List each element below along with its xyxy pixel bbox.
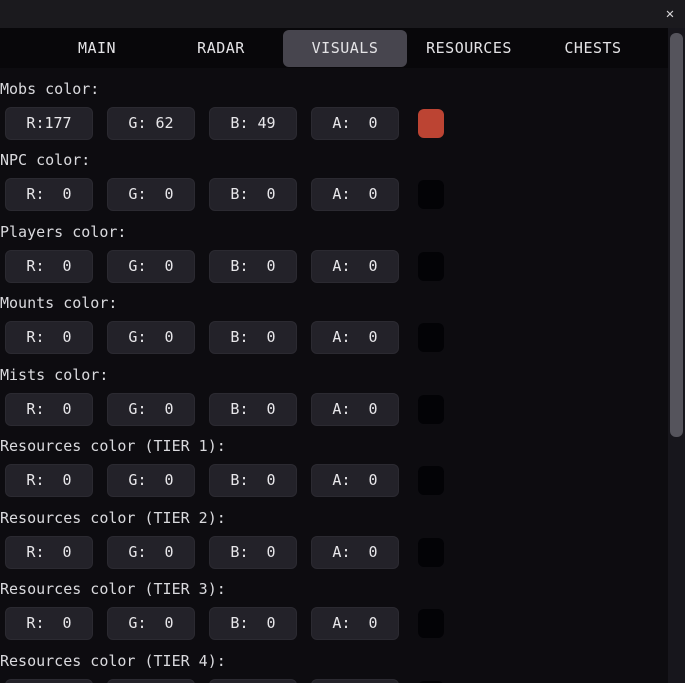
resources-tier3-field-a[interactable]: A: 0 xyxy=(311,607,399,640)
resources-tier1-field-r[interactable]: R: 0 xyxy=(5,464,93,497)
color-section-label: Resources color (TIER 2): xyxy=(0,508,226,527)
scrollbar-track[interactable] xyxy=(668,28,685,683)
mobs-color-swatch[interactable] xyxy=(418,108,444,138)
color-section-label: NPC color: xyxy=(0,151,91,169)
tab-visuals[interactable]: VISUALS xyxy=(283,30,407,67)
mobs-field-r[interactable]: R:177 xyxy=(5,106,93,140)
color-section-players: Players color: R: 0 G: 0 B: 0 A: 0 xyxy=(0,222,685,283)
close-icon[interactable]: ✕ xyxy=(665,6,675,22)
color-section-resources-tier2: Resources color (TIER 2): R: 0 G: 0 B: 0… xyxy=(0,508,685,569)
color-section-label: Mists color: xyxy=(0,365,109,384)
resources-tier2-field-a[interactable]: A: 0 xyxy=(311,535,399,569)
tab-bar: MAIN RADAR VISUALS RESOURCES CHESTS xyxy=(0,28,685,68)
resources-tier3-field-g[interactable]: G: 0 xyxy=(107,607,195,640)
resources-tier3-field-b[interactable]: B: 0 xyxy=(209,607,297,640)
npc-field-g[interactable]: G: 0 xyxy=(107,178,195,211)
rgba-field-row: R: 0 G: 0 B: 0 A: 0 xyxy=(0,464,685,497)
mists-field-g[interactable]: G: 0 xyxy=(107,392,195,426)
scrollbar-thumb[interactable] xyxy=(670,33,683,437)
npc-color-swatch[interactable] xyxy=(418,180,444,209)
color-section-label: Mobs color: xyxy=(0,79,100,98)
rgba-field-row: R: 0 G: 0 B: 0 A: 0 xyxy=(0,607,685,640)
resources-tier1-field-b[interactable]: B: 0 xyxy=(209,464,297,497)
tab-resources[interactable]: RESOURCES xyxy=(426,39,512,57)
mounts-field-g[interactable]: G: 0 xyxy=(107,321,195,354)
color-section-mists: Mists color: R: 0 G: 0 B: 0 A: 0 xyxy=(0,365,685,426)
color-section-label: Resources color (TIER 4): xyxy=(0,651,226,670)
mists-color-swatch[interactable] xyxy=(418,394,444,424)
resources-tier4-color-swatch[interactable] xyxy=(418,680,444,683)
players-color-swatch[interactable] xyxy=(418,251,444,281)
players-field-a[interactable]: A: 0 xyxy=(311,249,399,283)
color-section-label: Mounts color: xyxy=(0,294,118,312)
mounts-color-swatch[interactable] xyxy=(418,323,444,352)
rgba-field-row: R: 0 G: 0 B: 0 A: 0 xyxy=(0,178,685,211)
resources-tier1-color-swatch[interactable] xyxy=(418,466,444,495)
color-section-label: Resources color (TIER 3): xyxy=(0,580,226,598)
visuals-tab-content: Mobs color: R:177 G: 62 B: 49 A: 0 NPC c… xyxy=(0,79,685,683)
players-field-g[interactable]: G: 0 xyxy=(107,249,195,283)
resources-tier4-field-r[interactable]: R: 0 xyxy=(5,678,93,683)
rgba-field-row: R: 0 G: 0 B: 0 A: 0 xyxy=(0,535,685,569)
npc-field-r[interactable]: R: 0 xyxy=(5,178,93,211)
npc-field-a[interactable]: A: 0 xyxy=(311,178,399,211)
resources-tier2-field-g[interactable]: G: 0 xyxy=(107,535,195,569)
players-field-r[interactable]: R: 0 xyxy=(5,249,93,283)
resources-tier2-field-b[interactable]: B: 0 xyxy=(209,535,297,569)
rgba-field-row: R: 0 G: 0 B: 0 A: 0 xyxy=(0,392,685,426)
npc-field-b[interactable]: B: 0 xyxy=(209,178,297,211)
color-section-npc: NPC color: R: 0 G: 0 B: 0 A: 0 xyxy=(0,153,685,211)
resources-tier4-field-g[interactable]: G: 0 xyxy=(107,678,195,683)
color-section-mobs: Mobs color: R:177 G: 62 B: 49 A: 0 xyxy=(0,79,685,140)
color-section-mounts: Mounts color: R: 0 G: 0 B: 0 A: 0 xyxy=(0,296,685,354)
resources-tier1-field-a[interactable]: A: 0 xyxy=(311,464,399,497)
color-section-resources-tier1: Resources color (TIER 1): R: 0 G: 0 B: 0… xyxy=(0,439,685,497)
rgba-field-row: R:177 G: 62 B: 49 A: 0 xyxy=(0,106,685,140)
resources-tier2-color-swatch[interactable] xyxy=(418,537,444,567)
resources-tier3-field-r[interactable]: R: 0 xyxy=(5,607,93,640)
mobs-field-a[interactable]: A: 0 xyxy=(311,106,399,140)
resources-tier4-field-a[interactable]: A: 0 xyxy=(311,678,399,683)
mounts-field-r[interactable]: R: 0 xyxy=(5,321,93,354)
resources-tier1-field-g[interactable]: G: 0 xyxy=(107,464,195,497)
rgba-field-row: R: 0 G: 0 B: 0 A: 0 xyxy=(0,678,685,683)
mounts-field-b[interactable]: B: 0 xyxy=(209,321,297,354)
tab-main[interactable]: MAIN xyxy=(77,39,117,57)
tab-radar[interactable]: RADAR xyxy=(197,39,245,57)
tab-chests[interactable]: CHESTS xyxy=(564,39,622,57)
rgba-field-row: R: 0 G: 0 B: 0 A: 0 xyxy=(0,321,685,354)
mobs-field-g[interactable]: G: 62 xyxy=(107,106,195,140)
resources-tier3-color-swatch[interactable] xyxy=(418,609,444,638)
color-section-resources-tier3: Resources color (TIER 3): R: 0 G: 0 B: 0… xyxy=(0,582,685,640)
mists-field-b[interactable]: B: 0 xyxy=(209,392,297,426)
mobs-field-b[interactable]: B: 49 xyxy=(209,106,297,140)
resources-tier2-field-r[interactable]: R: 0 xyxy=(5,535,93,569)
color-section-label: Players color: xyxy=(0,222,127,241)
title-bar: ✕ xyxy=(0,0,685,28)
mists-field-a[interactable]: A: 0 xyxy=(311,392,399,426)
color-section-label: Resources color (TIER 1): xyxy=(0,437,226,455)
resources-tier4-field-b[interactable]: B: 0 xyxy=(209,678,297,683)
mounts-field-a[interactable]: A: 0 xyxy=(311,321,399,354)
rgba-field-row: R: 0 G: 0 B: 0 A: 0 xyxy=(0,249,685,283)
players-field-b[interactable]: B: 0 xyxy=(209,249,297,283)
mists-field-r[interactable]: R: 0 xyxy=(5,392,93,426)
color-section-resources-tier4: Resources color (TIER 4): R: 0 G: 0 B: 0… xyxy=(0,651,685,683)
